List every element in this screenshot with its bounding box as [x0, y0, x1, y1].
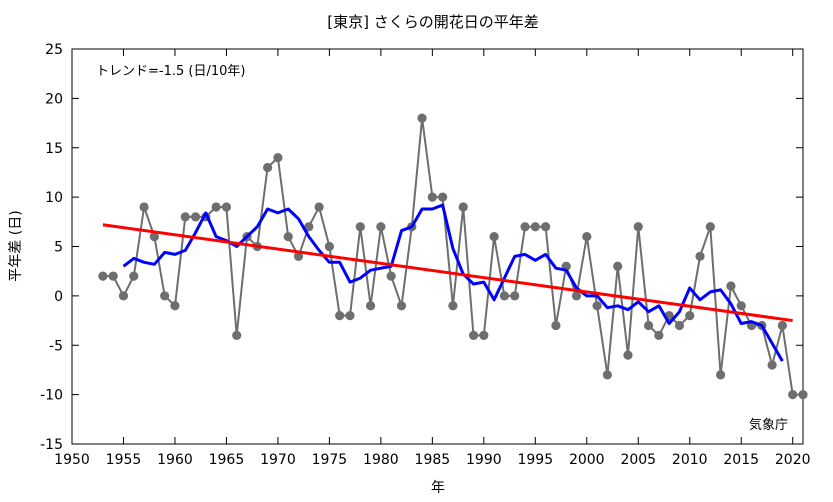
annual-data-point [448, 301, 458, 311]
annual-data-point [623, 350, 633, 360]
y-tick-label: 0 [54, 289, 63, 305]
annual-data-point [273, 153, 283, 163]
annual-data-point [468, 330, 479, 340]
annual-data-point [788, 390, 798, 400]
x-tick-label: 1950 [54, 452, 90, 468]
x-tick-label: 2005 [620, 452, 656, 468]
annual-data-point [376, 222, 386, 232]
annual-data-point [396, 301, 407, 311]
annual-data-point [283, 232, 293, 242]
series-layer [98, 113, 808, 400]
annual-data-point [643, 320, 654, 331]
annual-data-point [324, 241, 334, 252]
x-tick-label: 1955 [106, 452, 142, 468]
annual-data-point [551, 320, 561, 331]
y-axis-label: 平年差 (日) [8, 210, 24, 281]
annual-data-point [571, 291, 582, 301]
annual-data-point [304, 222, 314, 232]
annual-data-point [685, 311, 695, 321]
y-tick-label: 25 [45, 42, 63, 58]
annual-data-point [633, 222, 643, 232]
x-tick-label: 1980 [363, 452, 399, 468]
annual-data-point [211, 202, 221, 212]
trend-line [102, 223, 793, 323]
x-axis-label: 年 [431, 480, 445, 496]
annual-data-point [530, 222, 540, 232]
axis-layer: 1950 1955 1960 1965 1970 1975 1980 1985 1990 1995… [40, 42, 810, 468]
annual-data-point [716, 370, 726, 380]
x-tick-label: 1970 [260, 452, 296, 468]
annual-data-point [705, 222, 715, 232]
annual-data-point [417, 113, 427, 123]
annual-data-point [541, 222, 551, 232]
y-tick-label: -5 [49, 338, 63, 354]
annual-data-point [108, 271, 118, 281]
y-tick-label: -15 [40, 437, 63, 453]
annual-data-point [510, 291, 520, 301]
trend-annotation: トレンド=-1.5 (日/10年) [96, 64, 245, 79]
x-tick-label: 1990 [466, 452, 502, 468]
annual-data-point [479, 330, 489, 340]
x-tick-label: 2010 [672, 452, 708, 468]
annual-data-point [613, 261, 623, 271]
x-tick-label: 1985 [415, 452, 451, 468]
chart-title: [東京] さくらの開花日の平年差 [327, 13, 538, 31]
annual-data-point [726, 281, 736, 291]
annual-data-point [736, 301, 746, 311]
annual-data-point [427, 192, 437, 202]
source-label: 気象庁 [749, 417, 788, 433]
x-tick-label: 1965 [209, 452, 245, 468]
x-tick-label: 2020 [775, 452, 811, 468]
annual-data-point [263, 162, 273, 173]
annual-data-point [499, 291, 510, 301]
annual-data-point [602, 370, 612, 380]
annual-data-point [118, 291, 129, 301]
annual-data-point [386, 271, 396, 281]
annual-data-point [520, 222, 530, 232]
annual-data-point [489, 232, 499, 242]
annual-data-point [170, 301, 180, 311]
annual-data-point [180, 212, 190, 222]
annual-data-point [98, 271, 108, 281]
y-tick-label: 15 [45, 141, 63, 157]
annual-data-point [767, 360, 777, 370]
annual-data-point [365, 301, 376, 311]
annual-data-point [293, 251, 304, 261]
x-tick-label: 1995 [517, 452, 553, 468]
y-tick-label: 10 [45, 190, 63, 206]
annual-data-point [592, 301, 602, 311]
annual-data-point [654, 330, 664, 340]
annual-data-point [139, 202, 149, 212]
annual-data-point [314, 202, 324, 212]
annual-data-point [355, 222, 365, 232]
x-tick-label: 2015 [723, 452, 759, 468]
annual-data-point [149, 232, 159, 242]
annual-data-point [695, 251, 705, 261]
annual-data-point [160, 291, 170, 301]
y-tick-label: 20 [45, 91, 63, 107]
x-tick-label: 2000 [569, 452, 605, 468]
annual-data-point [458, 202, 468, 212]
annual-data-point [438, 192, 448, 202]
y-tick-label: 5 [54, 240, 63, 256]
y-tick-label: -10 [40, 388, 63, 404]
moving-average-line [122, 203, 784, 362]
annual-data-point [221, 202, 232, 212]
annual-data-point [798, 390, 808, 400]
annual-data-point [674, 320, 685, 331]
annual-data-point [582, 232, 592, 242]
x-tick-label: 1960 [157, 452, 193, 468]
annual-data-point [335, 311, 345, 321]
annual-data-point [232, 330, 242, 340]
annual-data-point [345, 311, 355, 321]
annual-data-point [129, 271, 139, 281]
annual-data-point [777, 320, 788, 331]
x-tick-label: 1975 [312, 452, 348, 468]
annual-data-point [190, 212, 201, 222]
